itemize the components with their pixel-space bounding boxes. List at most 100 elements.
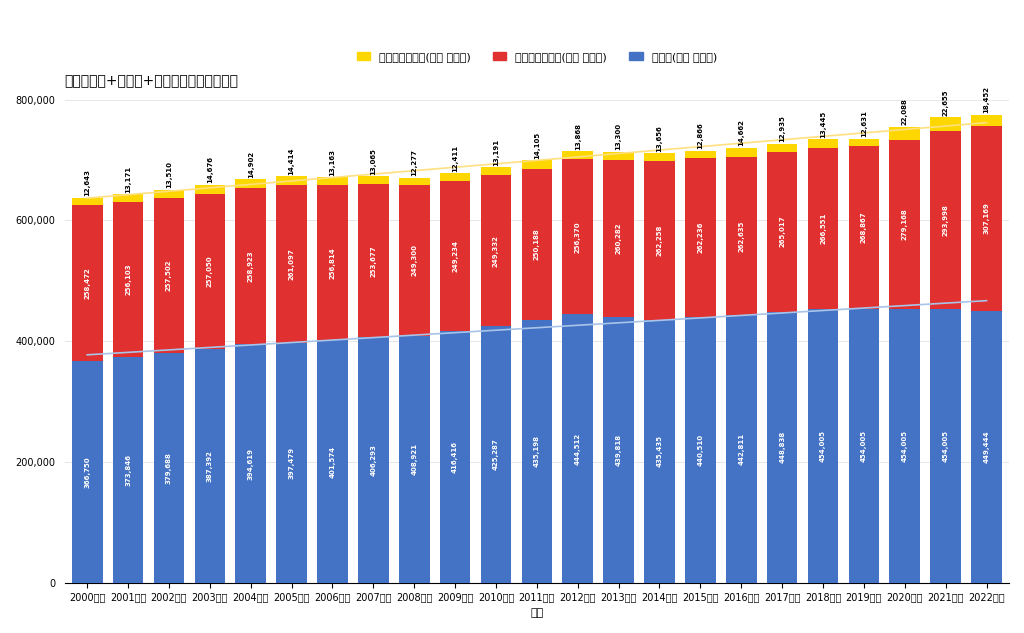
- Legend: 経常費等補助金(単位 百万円), 純資産の部合計(単位 百万円), 基本金(単位 百万円): 経常費等補助金(単位 百万円), 純資産の部合計(単位 百万円), 基本金(単位…: [352, 47, 721, 66]
- Text: 448,838: 448,838: [779, 431, 785, 463]
- Bar: [890, 140, 921, 308]
- Text: 435,435: 435,435: [656, 436, 663, 467]
- Bar: [317, 185, 348, 340]
- Bar: [562, 160, 593, 314]
- Text: 257,502: 257,502: [166, 260, 172, 291]
- Text: 18,452: 18,452: [983, 86, 989, 113]
- Text: 266,551: 266,551: [820, 212, 826, 244]
- Bar: [480, 175, 511, 326]
- Bar: [767, 152, 798, 311]
- Text: 307,169: 307,169: [983, 203, 989, 234]
- Bar: [931, 131, 961, 308]
- Bar: [726, 148, 757, 157]
- Bar: [603, 152, 634, 160]
- Bar: [317, 340, 348, 583]
- Bar: [931, 308, 961, 583]
- Text: 442,811: 442,811: [738, 433, 744, 465]
- Bar: [276, 176, 307, 185]
- Bar: [113, 357, 143, 583]
- Text: 256,370: 256,370: [574, 221, 581, 253]
- X-axis label: 科目: 科目: [530, 608, 544, 618]
- Text: 13,510: 13,510: [166, 161, 172, 188]
- Bar: [767, 144, 798, 152]
- Text: 387,392: 387,392: [207, 450, 213, 482]
- Bar: [562, 151, 593, 160]
- Text: 279,168: 279,168: [902, 208, 907, 240]
- Bar: [195, 185, 225, 194]
- Bar: [890, 127, 921, 140]
- Bar: [439, 173, 470, 180]
- Text: 379,688: 379,688: [166, 452, 172, 484]
- Text: 406,293: 406,293: [371, 444, 377, 476]
- Text: 258,923: 258,923: [248, 251, 254, 282]
- Text: 12,643: 12,643: [84, 169, 90, 196]
- Text: 444,512: 444,512: [574, 432, 581, 465]
- Text: 14,414: 14,414: [289, 147, 295, 175]
- Bar: [113, 194, 143, 203]
- Text: 262,635: 262,635: [738, 220, 744, 252]
- Bar: [72, 205, 102, 361]
- Text: 454,005: 454,005: [902, 430, 907, 461]
- Text: 262,258: 262,258: [656, 225, 663, 256]
- Text: 425,287: 425,287: [493, 439, 499, 470]
- Bar: [521, 320, 552, 583]
- Bar: [562, 314, 593, 583]
- Bar: [317, 177, 348, 185]
- Bar: [931, 117, 961, 131]
- Text: 250,188: 250,188: [534, 229, 540, 260]
- Text: 408,921: 408,921: [412, 443, 417, 475]
- Text: 13,300: 13,300: [615, 123, 622, 151]
- Text: 257,050: 257,050: [207, 255, 213, 287]
- Bar: [399, 335, 429, 583]
- Bar: [644, 320, 675, 583]
- Text: 12,866: 12,866: [697, 122, 703, 149]
- Text: 13,656: 13,656: [656, 125, 663, 152]
- Text: 253,677: 253,677: [371, 245, 377, 277]
- Text: 249,234: 249,234: [453, 240, 458, 272]
- Bar: [72, 197, 102, 205]
- Bar: [480, 167, 511, 175]
- Bar: [236, 188, 266, 344]
- Bar: [154, 198, 184, 353]
- Bar: [236, 344, 266, 583]
- Text: 366,750: 366,750: [84, 456, 90, 488]
- Text: 394,619: 394,619: [248, 448, 254, 480]
- Bar: [808, 308, 839, 583]
- Bar: [358, 337, 389, 583]
- Text: 12,411: 12,411: [453, 144, 458, 172]
- Bar: [971, 311, 1001, 583]
- Bar: [808, 147, 839, 308]
- Bar: [726, 315, 757, 583]
- Text: 12,631: 12,631: [861, 110, 867, 137]
- Bar: [113, 203, 143, 357]
- Bar: [399, 185, 429, 335]
- Text: 401,574: 401,574: [330, 446, 336, 477]
- Bar: [72, 361, 102, 583]
- Bar: [358, 184, 389, 337]
- Bar: [195, 349, 225, 583]
- Text: 13,191: 13,191: [493, 139, 499, 166]
- Text: 249,332: 249,332: [493, 235, 499, 266]
- Bar: [154, 353, 184, 583]
- Bar: [808, 139, 839, 147]
- Bar: [480, 326, 511, 583]
- Bar: [849, 308, 880, 583]
- Bar: [276, 342, 307, 583]
- Bar: [685, 151, 716, 158]
- Bar: [644, 153, 675, 161]
- Text: 454,005: 454,005: [861, 430, 867, 461]
- Text: 397,479: 397,479: [289, 447, 295, 479]
- Text: 449,444: 449,444: [983, 430, 989, 463]
- Text: 265,017: 265,017: [779, 216, 785, 248]
- Text: 258,472: 258,472: [84, 267, 90, 299]
- Text: 454,005: 454,005: [943, 430, 948, 461]
- Bar: [236, 179, 266, 188]
- Text: 13,445: 13,445: [820, 111, 826, 138]
- Bar: [399, 178, 429, 185]
- Text: 13,868: 13,868: [574, 123, 581, 149]
- Text: 256,103: 256,103: [125, 264, 131, 296]
- Text: 261,097: 261,097: [289, 248, 295, 280]
- Bar: [521, 169, 552, 320]
- Bar: [726, 157, 757, 315]
- Bar: [644, 161, 675, 320]
